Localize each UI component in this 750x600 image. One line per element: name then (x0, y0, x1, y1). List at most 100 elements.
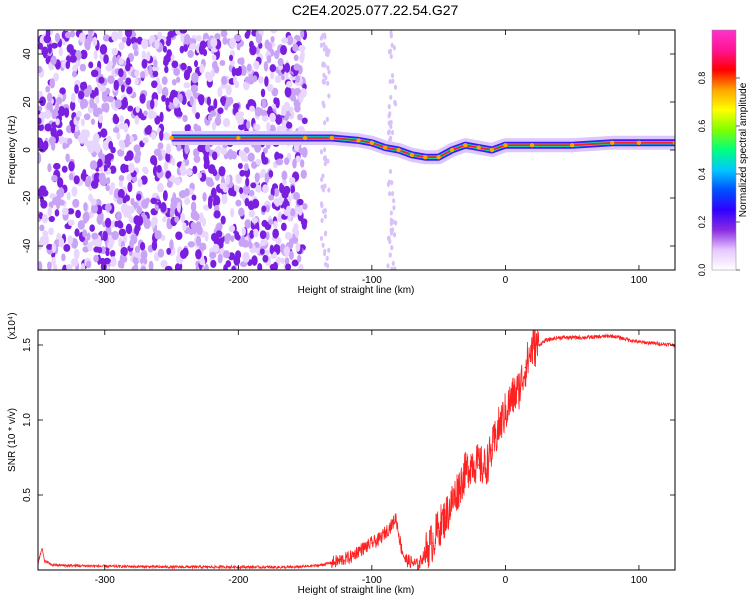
noise-blob (71, 186, 78, 197)
noise-blob (238, 238, 245, 247)
noise-blob (55, 96, 63, 105)
noise-blob (202, 192, 207, 202)
ridge-point (489, 147, 495, 153)
noise-blob (157, 248, 165, 258)
streak-blob (390, 191, 395, 197)
noise-blob (289, 106, 294, 115)
noise-blob (45, 85, 51, 93)
noise-blob (123, 123, 129, 133)
noise-blob (230, 207, 235, 218)
noise-blob (67, 235, 74, 245)
colorbar-tick-label: 0.6 (697, 120, 707, 133)
y-tick-label: 40 (22, 48, 33, 60)
noise-blob (288, 177, 296, 184)
noise-blob (262, 115, 269, 122)
noise-blob (257, 262, 263, 270)
noise-blob (59, 87, 66, 95)
snr-point (477, 464, 480, 466)
noise-blob (73, 175, 80, 185)
streak-blob (386, 235, 391, 241)
noise-blob (97, 246, 103, 254)
streak-blob (392, 205, 396, 211)
noise-blob (101, 91, 108, 103)
streak-blob (326, 65, 330, 71)
ridge-point (369, 140, 375, 145)
noise-blob (209, 251, 217, 259)
x-tick-label: 100 (631, 575, 648, 586)
streak-blob (327, 187, 331, 193)
snr-y-label: SNR (10 * v/v) (7, 408, 18, 472)
noise-blob (113, 79, 120, 91)
x-tick-label: 0 (503, 575, 509, 586)
noise-blob (134, 223, 141, 233)
noise-blob (64, 31, 72, 39)
noise-blob (53, 72, 59, 82)
noise-blob (77, 134, 86, 144)
noise-blob (135, 149, 142, 158)
snr-point (50, 563, 53, 566)
streak-blob (386, 181, 391, 187)
ridge-point (569, 143, 575, 148)
noise-blob (139, 93, 146, 104)
noise-blob (210, 233, 218, 242)
noise-blob (94, 86, 99, 98)
noise-blob (78, 32, 86, 43)
noise-blob (295, 155, 301, 163)
noise-blob (171, 60, 179, 69)
noise-blob (90, 203, 98, 214)
noise-blob (183, 82, 191, 89)
x-tick-label: -300 (95, 275, 115, 286)
noise-blob (292, 43, 299, 52)
noise-blob (299, 53, 305, 64)
noise-blob (163, 161, 169, 172)
noise-blob (86, 84, 93, 95)
noise-blob (56, 129, 63, 137)
noise-blob (165, 143, 172, 155)
noise-blob (91, 232, 99, 240)
noise-blob (43, 140, 49, 151)
streak-blob (389, 210, 393, 216)
noise-blob (83, 137, 89, 147)
noise-blob (66, 191, 71, 201)
noise-blob (69, 100, 76, 111)
noise-blob (211, 54, 217, 61)
noise-blob (284, 62, 291, 73)
snr-point (457, 486, 460, 489)
noise-blob (193, 155, 201, 163)
noise-blob (239, 57, 245, 66)
ridge-point (436, 155, 441, 160)
noise-blob (70, 123, 76, 134)
noise-blob (86, 260, 92, 269)
noise-blob (125, 77, 132, 86)
noise-blob (125, 36, 132, 47)
noise-blob (105, 64, 113, 72)
streak-blob (394, 220, 398, 226)
noise-blob (285, 121, 293, 129)
noise-blob (53, 162, 61, 170)
noise-blob (220, 215, 226, 225)
noise-blob (55, 118, 60, 126)
noise-blob (39, 185, 47, 193)
snr-point (638, 341, 640, 343)
noise-blob (301, 117, 308, 125)
noise-blob (211, 121, 216, 131)
streak-blob (389, 135, 393, 141)
noise-blob (99, 44, 108, 55)
noise-blob (47, 43, 52, 54)
noise-blob (276, 153, 284, 160)
noise-blob (165, 35, 172, 47)
noise-blob (195, 235, 202, 247)
noise-blob (112, 127, 120, 134)
noise-blob (233, 255, 241, 266)
noise-blob (268, 170, 274, 178)
streak-blob (387, 49, 392, 55)
noise-blob (238, 123, 245, 131)
snr-point (524, 366, 527, 369)
noise-blob (218, 166, 226, 177)
snr-point (558, 336, 560, 339)
noise-blob (128, 216, 135, 224)
noise-blob (68, 173, 74, 181)
noise-blob (246, 120, 251, 130)
noise-blob (160, 234, 166, 241)
noise-blob (293, 63, 301, 71)
